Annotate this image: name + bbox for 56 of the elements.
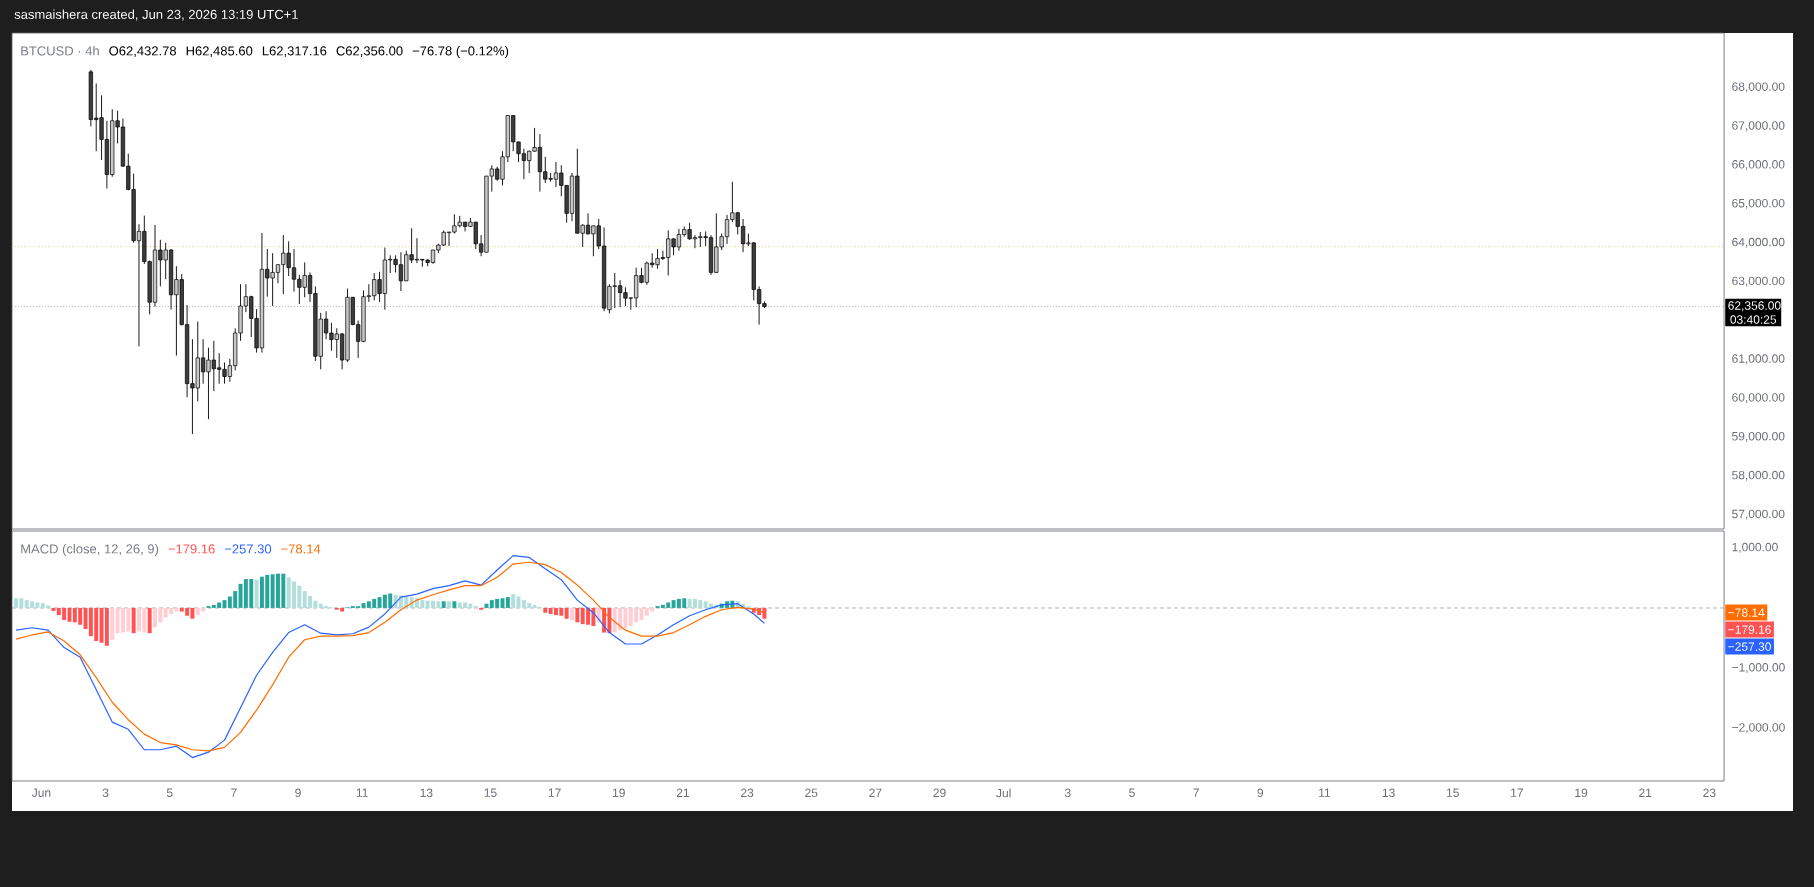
- annotation: −257.30: [224, 544, 272, 554]
- x-tick-label: 11: [356, 788, 368, 797]
- y-tick-label: 57,000.00: [1732, 509, 1785, 520]
- y-tick-label: −1,000.00: [1732, 663, 1785, 673]
- x-tick-label: 21: [676, 788, 690, 797]
- x-tick-label: Jun: [31, 788, 51, 797]
- annotation: L62,317.16: [262, 46, 327, 58]
- y-tick-label: −2,000.00: [1732, 723, 1785, 734]
- y-tick-label: 66,000.00: [1732, 160, 1785, 171]
- ref-line-label: 62,356.00 03:40:25: [1728, 301, 1781, 324]
- annotation: H62,485.60: [186, 46, 253, 58]
- x-tick-label: 11: [1319, 788, 1331, 797]
- x-tick-label: 5: [166, 788, 173, 797]
- x-tick-label: 9: [295, 788, 301, 798]
- text: −257.30: [1728, 642, 1771, 651]
- annotation: −76.78 (−0.12%): [412, 45, 509, 59]
- x-tick-label: 17: [548, 788, 561, 797]
- x-tick-label: Jul: [996, 788, 1011, 798]
- x-tick-label: 15: [1446, 788, 1459, 797]
- y-tick-label: 59,000.00: [1732, 431, 1785, 442]
- y-tick-label: 64,000.00: [1732, 237, 1785, 248]
- y-tick-label: 65,000.00: [1732, 198, 1785, 209]
- text: MACD (close, 12, 26, 9): [21, 543, 159, 557]
- annotation: −179.16: [168, 544, 215, 554]
- text: −78.14: [1728, 608, 1765, 617]
- x-tick-label: 27: [869, 788, 882, 797]
- x-tick-label: 7: [231, 788, 237, 797]
- x-tick-label: 23: [741, 788, 754, 798]
- x-tick-label: 7: [1193, 788, 1199, 797]
- chart-subtitle: sasmaishera created, Jun 23, 2026 13:19 UTC+1: [14, 9, 298, 21]
- x-tick-label: 3: [1064, 788, 1071, 798]
- y-tick-label: 63,000.00: [1732, 276, 1785, 287]
- text: −179.16: [1728, 625, 1771, 634]
- text: BTCUSD · 4h: [21, 45, 99, 56]
- y-tick-label: 67,000.00: [1732, 121, 1785, 132]
- y-tick-label: 61,000.00: [1732, 354, 1785, 365]
- annotation: C62,356.00: [336, 46, 403, 58]
- x-tick-label: 25: [805, 788, 818, 798]
- x-tick-label: 9: [1257, 788, 1264, 798]
- x-tick-label: 29: [933, 788, 946, 798]
- x-tick-label: 13: [1382, 788, 1395, 798]
- y-tick-label: 58,000.00: [1732, 470, 1785, 481]
- y-tick-label: 60,000.00: [1732, 393, 1785, 404]
- annotation: −78.14: [281, 544, 321, 554]
- x-tick-label: 19: [613, 788, 625, 798]
- annotation: O62,432.78: [109, 46, 177, 58]
- x-tick-label: 23: [1703, 788, 1716, 798]
- x-tick-label: 3: [102, 788, 109, 798]
- x-tick-label: 17: [1511, 788, 1523, 797]
- y-tick-label: 68,000.00: [1732, 82, 1785, 93]
- x-tick-label: 21: [1639, 788, 1652, 797]
- x-tick-label: 5: [1129, 788, 1135, 797]
- y-tick-label: 1,000.00: [1732, 542, 1778, 553]
- x-tick-label: 15: [484, 788, 497, 797]
- x-tick-label: 13: [420, 788, 433, 798]
- x-tick-label: 19: [1575, 788, 1588, 798]
